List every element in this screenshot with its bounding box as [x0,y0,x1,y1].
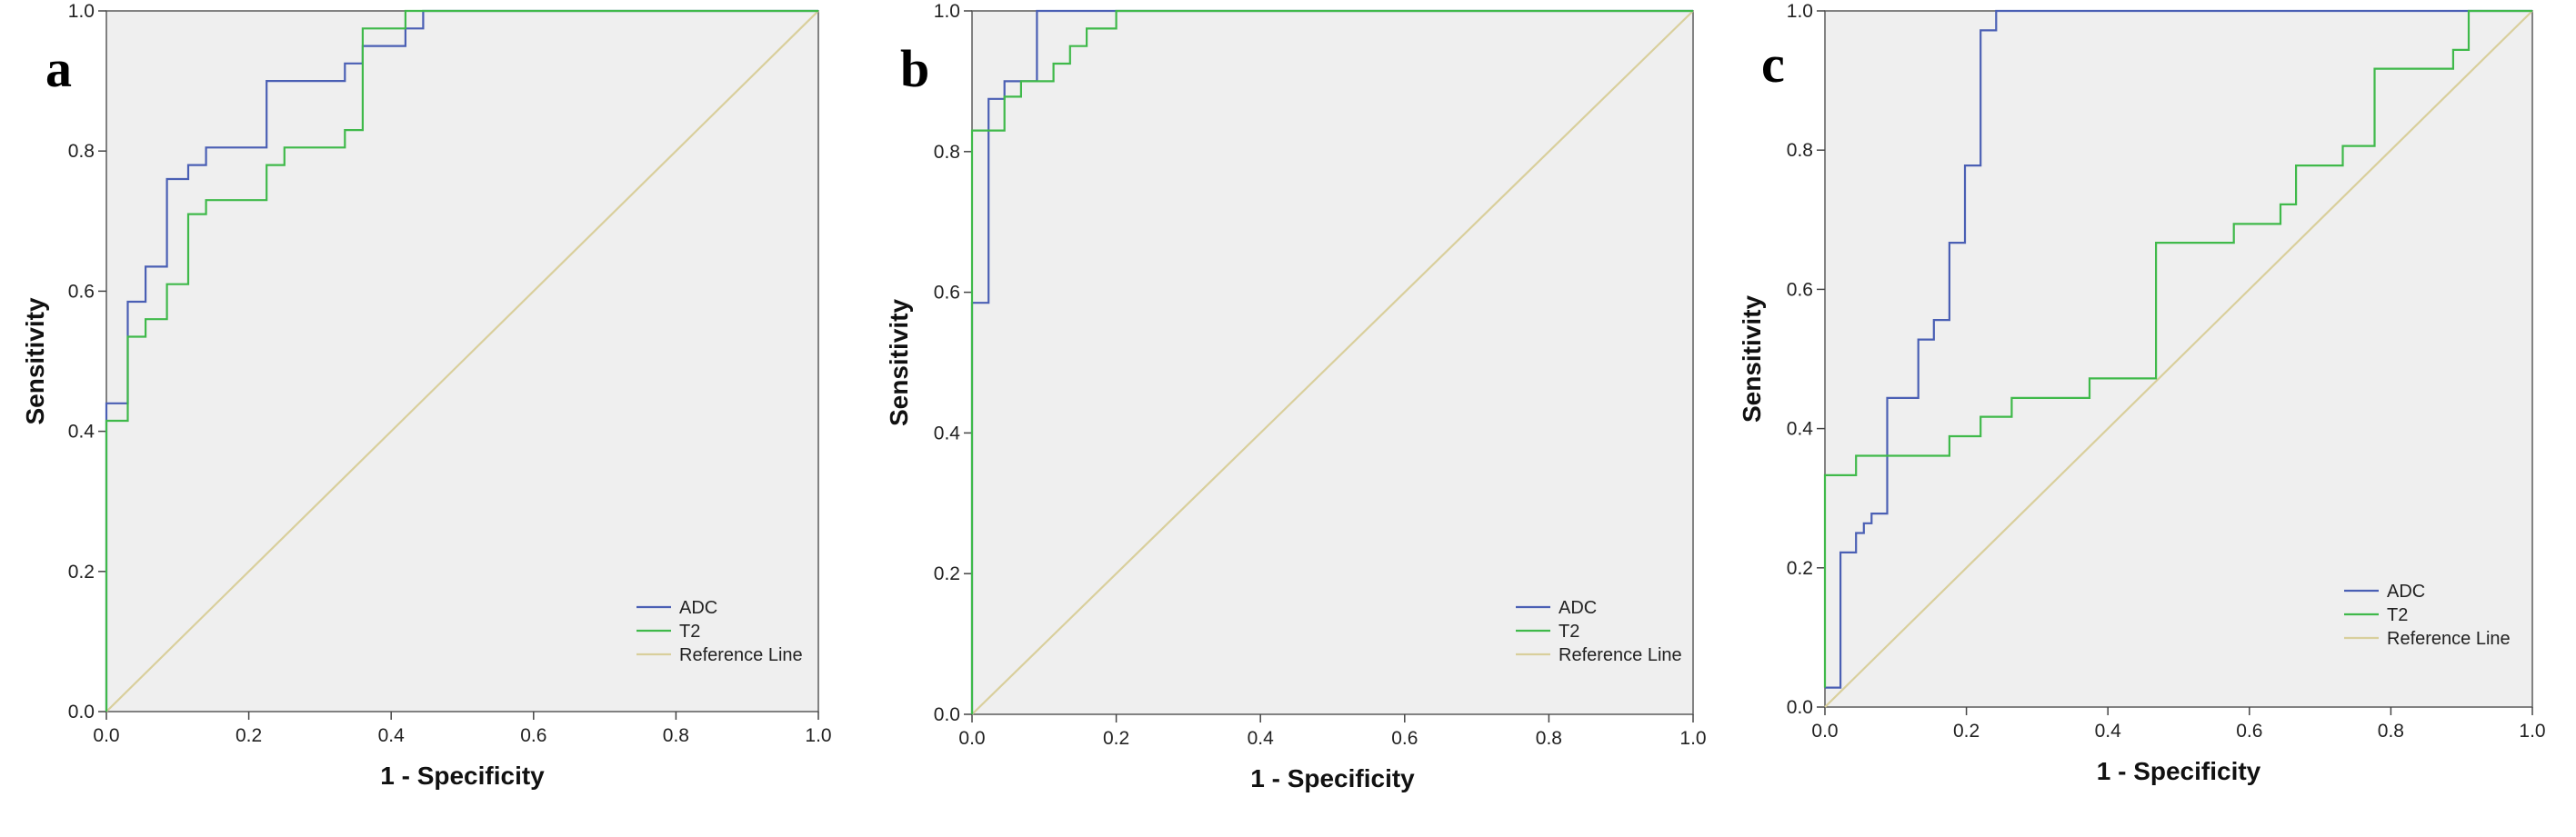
y-tick-label: 0.4 [934,423,961,443]
series-line-reference-line [971,10,1694,715]
roc-panel-b: 0.0 0.2 0.4 0.6 0.8 1.0 0.0 0.2 0.4 0.6 0.8 1.0 1 - … [885,1,1707,792]
panel-letter: b [900,39,929,98]
legend-label-reference-line: Reference Line [1559,645,1682,665]
x-axis-title: 1 - Specificity [2097,757,2261,785]
y-tick-label: 0.6 [934,283,960,304]
y-tick-label: 0.4 [68,422,95,443]
x-tick-label: 0.8 [2378,721,2404,742]
y-tick-label: 0.0 [68,702,95,722]
y-tick-label: 1.0 [1787,1,1813,22]
x-tick-label: 0.2 [236,725,262,746]
legend-label-adc: ADC [2387,582,2425,602]
y-tick-label: 0.2 [1787,558,1813,579]
roc-panel-a: 0.0 0.2 0.4 0.6 0.8 1.0 0.0 0.2 0.4 0.6 0.8 1.0 1 - … [21,1,832,790]
roc-panel-c: 0.0 0.2 0.4 0.6 0.8 1.0 0.0 0.2 0.4 0.6 0.8 1.0 1 - … [1738,1,2546,785]
x-tick-label: 1.0 [805,725,831,746]
x-tick-label: 0.0 [1811,721,1838,742]
y-tick-label: 0.4 [1787,419,1814,440]
y-axis-title: Sensitivity [885,299,913,426]
legend-label-adc: ADC [1559,598,1597,618]
x-tick-label: 0.2 [1103,728,1129,749]
panel-letter: c [1761,35,1785,94]
y-tick-label: 0.8 [934,142,960,163]
x-tick-label: 0.0 [93,725,119,746]
x-tick-label: 0.8 [1536,728,1562,749]
x-tick-label: 0.0 [958,728,985,749]
y-tick-label: 0.2 [68,562,95,583]
x-tick-label: 0.4 [2095,721,2122,742]
legend-label-reference-line: Reference Line [2387,629,2511,649]
y-tick-label: 1.0 [68,1,95,22]
x-tick-label: 0.2 [1953,721,1980,742]
series-line-t2 [970,9,1693,714]
y-tick-label: 0.8 [68,141,95,162]
legend-label-t2: T2 [679,622,700,642]
y-tick-label: 0.6 [68,281,95,302]
x-tick-label: 0.6 [520,725,546,746]
y-tick-label: 0.8 [1787,140,1813,161]
x-tick-label: 0.6 [1391,728,1418,749]
y-axis-title: Sensitivity [1738,295,1766,423]
x-tick-label: 1.0 [1679,728,1706,749]
legend-label-reference-line: Reference Line [679,645,803,665]
x-tick-label: 0.4 [378,725,406,746]
x-tick-label: 0.4 [1248,728,1275,749]
series-line-adc [105,9,818,712]
y-tick-label: 0.6 [1787,279,1813,300]
x-tick-label: 0.6 [2236,721,2262,742]
series-line-t2 [1823,9,2532,688]
series-line-reference-line [105,10,819,712]
x-axis-title: 1 - Specificity [1250,764,1415,792]
series-line-t2 [105,9,818,712]
legend-label-t2: T2 [2387,605,2408,625]
y-tick-label: 0.2 [934,563,960,584]
x-axis-title: 1 - Specificity [380,762,545,790]
y-tick-label: 0.0 [934,704,960,725]
y-tick-label: 1.0 [934,1,960,22]
series-line-adc [1825,9,2532,689]
series-line-reference-line [1824,10,2533,708]
panel-letter: a [45,39,72,98]
legend-label-adc: ADC [679,598,717,618]
legend-label-t2: T2 [1559,622,1579,642]
y-tick-label: 0.0 [1787,697,1813,718]
x-tick-label: 0.8 [663,725,689,746]
y-axis-title: Sensitivity [21,297,49,424]
x-tick-label: 1.0 [2519,721,2545,742]
